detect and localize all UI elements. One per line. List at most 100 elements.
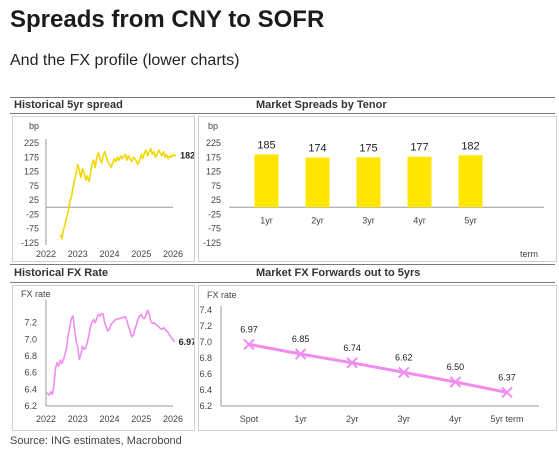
y-tick-label: -75 xyxy=(26,224,39,234)
page-title: Spreads from CNY to SOFR xyxy=(10,6,325,33)
forward-value-label: 6.62 xyxy=(395,352,413,362)
y-tick-label: 225 xyxy=(206,138,221,148)
bar xyxy=(254,154,279,208)
y-tick-label: 75 xyxy=(211,181,221,191)
y-axis-unit-label: bp xyxy=(29,121,39,131)
y-tick-label: 125 xyxy=(24,167,39,177)
y-tick-label: -125 xyxy=(203,238,221,248)
fx-forwards-heading: Market FX Forwards out to 5yrs xyxy=(256,267,421,279)
hist-spread-panel: bp 225 175 125 75 25 -25 -75 -125 2022 2023 2024 202… xyxy=(12,116,195,262)
forward-value-label: 6.74 xyxy=(343,343,361,353)
x-tick-label: 4yr xyxy=(449,414,462,424)
page-subtitle: And the FX profile (lower charts) xyxy=(10,52,240,69)
x-tick-label: 2yr xyxy=(311,215,324,225)
top-heading-rule xyxy=(10,113,555,114)
fx-forwards-panel: FX rate 7.4 7.2 7.0 6.8 6.6 6.4 6.2 6.97 Spot 6.85… xyxy=(198,285,557,431)
x-tick-label: 4yr xyxy=(413,215,426,225)
bar-value-label: 174 xyxy=(308,143,326,155)
x-tick-label: 5yr term xyxy=(490,414,523,424)
y-axis-unit-label: FX rate xyxy=(21,289,51,299)
y-tick-label: 6.2 xyxy=(24,401,37,411)
x-tick-label: 3yr xyxy=(398,414,411,424)
y-tick-label: 7.0 xyxy=(199,337,212,347)
y-tick-label: 6.8 xyxy=(24,351,37,361)
spreads-tenor-chart: bp 225 175 125 75 25 -25 -75 -125 185 1yr 174 2yr 175… xyxy=(203,121,544,259)
bar xyxy=(356,157,381,208)
forward-value-label: 6.85 xyxy=(292,334,310,344)
fx-series-line xyxy=(45,309,176,396)
x-tick-label: 2024 xyxy=(99,249,119,259)
bottom-heading-rule xyxy=(10,282,555,283)
x-tick-label: Spot xyxy=(240,414,259,424)
y-tick-label: 25 xyxy=(29,195,39,205)
forward-point-marker xyxy=(398,366,410,379)
forward-series-line xyxy=(248,342,508,394)
x-tick-label: 2yr xyxy=(346,414,359,424)
bar-value-label: 177 xyxy=(410,142,428,154)
bar xyxy=(305,157,330,208)
y-axis-unit-label: bp xyxy=(208,121,218,131)
hist-spread-heading: Historical 5yr spread xyxy=(14,99,123,111)
y-tick-label: 225 xyxy=(24,138,39,148)
forward-value-label: 6.37 xyxy=(498,372,516,382)
hist-fx-panel: FX rate 7.2 7.0 6.8 6.6 6.4 6.2 2022 2023 2024 202… xyxy=(12,285,195,431)
hist-fx-chart: FX rate 7.2 7.0 6.8 6.6 6.4 6.2 2022 2023 2024 202… xyxy=(21,289,194,424)
y-tick-label: 175 xyxy=(206,152,221,162)
y-tick-label: 125 xyxy=(206,167,221,177)
forward-value-label: 6.97 xyxy=(240,324,258,334)
y-tick-label: 6.6 xyxy=(199,369,212,379)
spreads-tenor-panel: bp 225 175 125 75 25 -25 -75 -125 185 1yr 174 2yr 175… xyxy=(198,116,557,262)
x-axis-label: term xyxy=(520,249,538,259)
spread-series-line xyxy=(59,147,177,240)
y-tick-label: 175 xyxy=(24,152,39,162)
x-tick-label: 5yr xyxy=(464,215,477,225)
top-section-rule xyxy=(10,97,555,98)
x-tick-label: 2022 xyxy=(36,414,56,424)
y-tick-label: 6.4 xyxy=(24,384,37,394)
x-tick-label: 2026 xyxy=(163,249,183,259)
source-note: Source: ING estimates, Macrobond xyxy=(10,435,182,447)
forward-point-marker xyxy=(501,386,513,399)
hist-fx-heading: Historical FX Rate xyxy=(14,267,109,279)
x-tick-label: 2025 xyxy=(131,414,151,424)
x-tick-label: 2025 xyxy=(131,249,151,259)
y-tick-label: -75 xyxy=(208,224,221,234)
bar-value-label: 185 xyxy=(257,139,275,151)
x-tick-label: 2024 xyxy=(99,414,119,424)
x-tick-label: 1yr xyxy=(294,414,307,424)
bar xyxy=(407,156,432,208)
y-tick-label: 6.4 xyxy=(199,385,212,395)
x-tick-label: 1yr xyxy=(260,215,273,225)
x-tick-label: 3yr xyxy=(362,215,375,225)
y-tick-label: 7.0 xyxy=(24,334,37,344)
y-tick-label: 7.4 xyxy=(199,305,212,315)
end-value-label: 182 xyxy=(180,150,194,160)
y-tick-label: -25 xyxy=(208,209,221,219)
bar-value-label: 175 xyxy=(359,142,377,154)
y-tick-label: 6.6 xyxy=(24,368,37,378)
y-tick-label: 25 xyxy=(211,195,221,205)
x-tick-label: 2023 xyxy=(68,249,88,259)
y-tick-label: 6.8 xyxy=(199,353,212,363)
x-tick-label: 2026 xyxy=(163,414,183,424)
forward-point-marker xyxy=(294,348,307,360)
fx-forwards-chart: FX rate 7.4 7.2 7.0 6.8 6.6 6.4 6.2 6.97 Spot 6.85… xyxy=(199,290,539,424)
x-tick-label: 2023 xyxy=(68,414,88,424)
y-tick-label: 6.2 xyxy=(199,401,212,411)
bar-value-label: 182 xyxy=(461,140,479,152)
y-tick-label: 75 xyxy=(29,181,39,191)
x-tick-label: 2022 xyxy=(36,249,56,259)
y-axis-unit-label: FX rate xyxy=(207,290,237,300)
forward-point-marker xyxy=(449,376,462,388)
y-tick-label: -125 xyxy=(21,238,39,248)
y-tick-label: 7.2 xyxy=(199,321,212,331)
bar xyxy=(458,155,483,208)
y-tick-label: -25 xyxy=(26,209,39,219)
end-value-label: 6.97 xyxy=(179,337,194,347)
spreads-tenor-heading: Market Spreads by Tenor xyxy=(256,99,387,111)
forward-value-label: 6.50 xyxy=(447,362,465,372)
forward-point-marker xyxy=(346,357,358,369)
forward-point-marker xyxy=(243,338,255,351)
y-tick-label: 7.2 xyxy=(24,318,37,328)
